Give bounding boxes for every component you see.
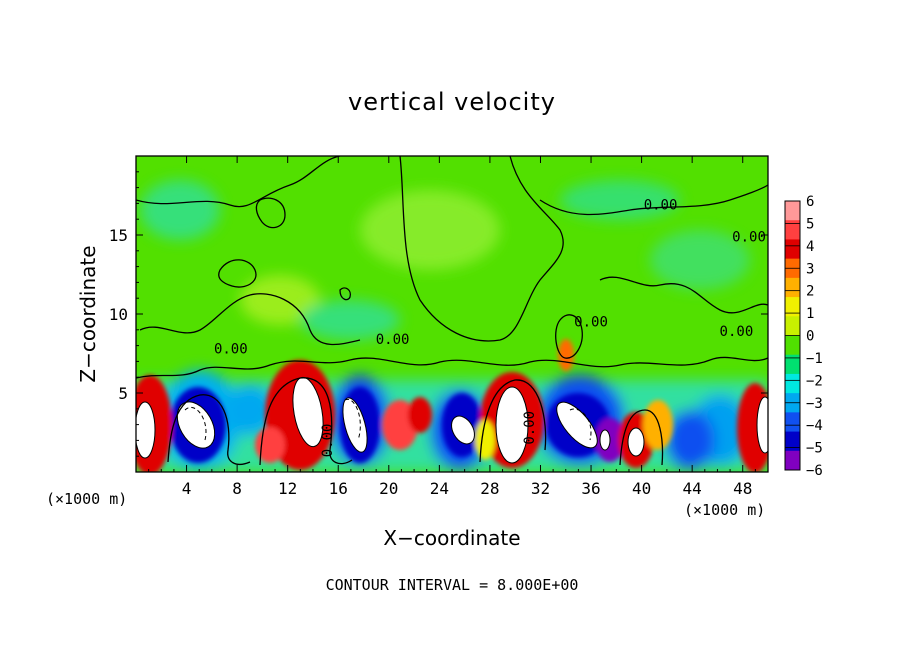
colorbar: 6 5 4 3 2 1 0 −1 −2 −3 −4 −5 −6 (784, 194, 823, 479)
colorbar-tick-label: −4 (806, 418, 823, 434)
x-tick-label: 20 (379, 479, 398, 498)
colorbar-tick-label: 5 (806, 216, 814, 232)
colorbar-tick-label: 3 (806, 261, 814, 277)
colorbar-segment (785, 239, 800, 260)
contour-label: 0.00 (720, 324, 754, 340)
x-tick-label: 32 (531, 479, 550, 498)
colorbar-segment (785, 354, 800, 375)
colorbar-segment (785, 335, 800, 356)
y-tick-label: 15 (109, 226, 128, 245)
colorbar-segment (785, 297, 800, 317)
colorbar-tick-label: −5 (806, 441, 823, 457)
colorbar-tick-label: 4 (806, 239, 814, 255)
colorbar-tick-label: −2 (806, 373, 823, 389)
y-tick-label: 10 (109, 305, 128, 324)
colorbar-segment (785, 201, 800, 221)
x-tick-label: 28 (480, 479, 499, 498)
x-unit-right: (×1000 m) (684, 501, 766, 519)
colorbar-tick-label: −6 (806, 463, 823, 479)
colorbar-segment (785, 412, 800, 433)
x-unit-left: (×1000 m) (46, 490, 128, 508)
colorbar-tick-label: 1 (806, 306, 814, 322)
contour-label: 0.00 (574, 315, 608, 331)
x-tick-label: 24 (430, 479, 449, 498)
colorbar-segment (785, 316, 800, 336)
contour-label: 0.00 (214, 342, 248, 358)
x-tick-label: 36 (581, 479, 600, 498)
colorbar-segment (785, 373, 800, 394)
x-tick-label: 40 (632, 479, 651, 498)
contour-labels: 0.00 0.00 0.00 0.00 0.00 0.00 0.00 0.00 (214, 198, 766, 458)
x-tick-label: 48 (733, 479, 752, 498)
colorbar-tick-label: 0 (806, 329, 814, 345)
contour-label: 0.00 (320, 424, 336, 458)
y-axis-label: Z−coordinate (76, 245, 100, 383)
contour-label: 0.00 (522, 411, 538, 445)
x-tick-label: 44 (683, 479, 702, 498)
colorbar-segment (785, 450, 800, 471)
colorbar-segment (785, 220, 800, 240)
x-tick-label: 8 (232, 479, 242, 498)
chart-title: vertical velocity (348, 88, 556, 116)
colorbar-tick-label: 6 (806, 194, 814, 210)
x-axis-label: X−coordinate (383, 526, 521, 550)
contour-interval: CONTOUR INTERVAL = 8.000E+00 (325, 576, 579, 594)
x-tick-label: 16 (329, 479, 348, 498)
colorbar-segment (785, 277, 800, 298)
contour-label: 0.00 (732, 229, 766, 245)
colorbar-segment (785, 431, 800, 452)
x-tick-label: 12 (278, 479, 297, 498)
velocity-field (136, 156, 768, 472)
x-tick-label: 4 (182, 479, 192, 498)
colorbar-tick-label: 2 (806, 284, 814, 300)
colorbar-tick-label: −3 (806, 396, 823, 412)
y-tick-label: 5 (118, 384, 128, 403)
contour-label: 0.00 (644, 198, 678, 214)
contour-label: 0.00 (376, 332, 410, 348)
colorbar-tick-label: −1 (806, 351, 823, 367)
